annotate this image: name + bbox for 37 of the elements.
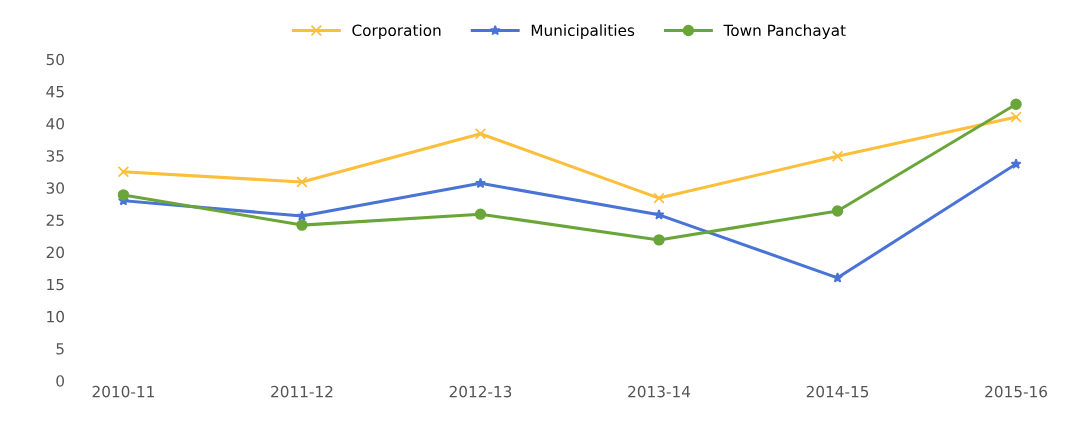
- point: [653, 192, 665, 204]
- x-tick-label: 2010-11: [92, 385, 154, 398]
- x-tick-label: 2012-13: [449, 385, 512, 398]
- y-tick-label: 0: [56, 375, 64, 387]
- point: [117, 189, 130, 201]
- point: [296, 210, 308, 221]
- y-tick-label: 30: [46, 182, 64, 194]
- legend-label: Town Panchayat: [723, 24, 846, 40]
- y-tick-label: 15: [47, 278, 64, 291]
- point: [474, 128, 487, 140]
- legend-label: Corporation: [352, 24, 441, 40]
- y-tick-label: 50: [46, 53, 64, 66]
- y-tick-label: 45: [46, 86, 64, 98]
- point: [296, 176, 308, 188]
- point: [653, 234, 665, 246]
- point: [117, 166, 130, 178]
- x-tick-label: 2011-12: [271, 385, 333, 398]
- point: [475, 177, 486, 189]
- legend-label: Municipalities: [531, 24, 635, 40]
- point: [653, 209, 665, 220]
- point: [1010, 111, 1022, 123]
- point: [1010, 98, 1022, 110]
- point: [831, 205, 844, 217]
- y-tick-label: 35: [46, 150, 64, 162]
- point: [296, 219, 308, 231]
- y-tick-label: 5: [56, 343, 64, 355]
- x-tick-label: 2014-15: [806, 385, 869, 398]
- point: [832, 272, 843, 283]
- y-tick-label: 25: [46, 214, 64, 226]
- point: [474, 208, 487, 220]
- point: [831, 150, 844, 163]
- x-tick-label: 2013-14: [628, 385, 691, 398]
- y-tick-label: 10: [47, 310, 64, 323]
- point: [1010, 158, 1022, 169]
- y-tick-label: 20: [46, 246, 64, 259]
- x-tick-label: 2015-16: [985, 385, 1048, 398]
- y-tick-label: 40: [46, 117, 64, 130]
